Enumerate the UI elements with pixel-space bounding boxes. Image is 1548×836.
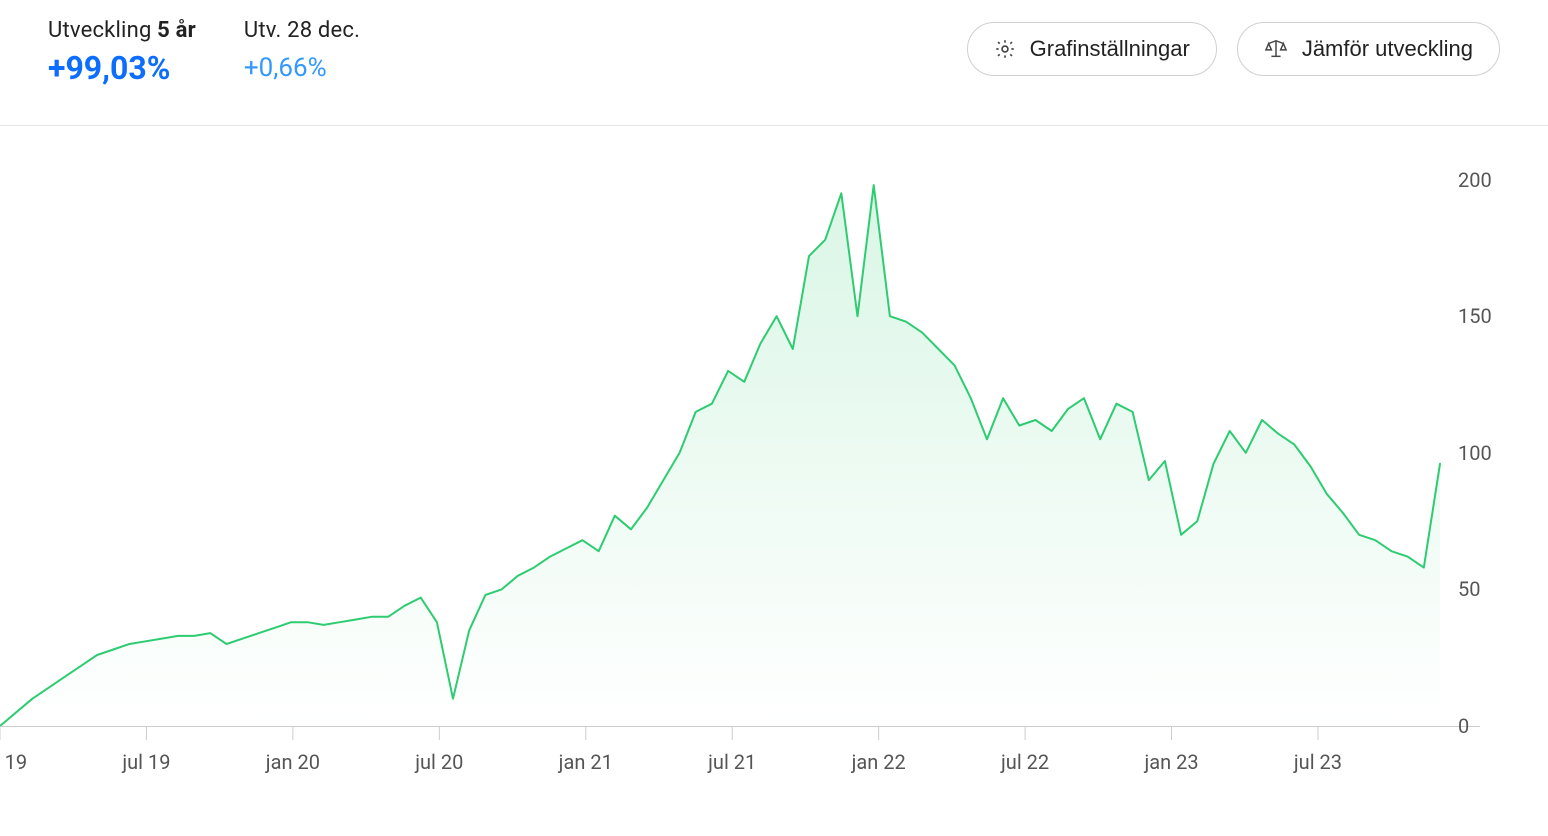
stat-day: Utv. 28 dec. +0,66%: [244, 18, 360, 83]
x-axis-label: jan 19: [0, 750, 27, 774]
y-axis-label: 100: [1458, 441, 1492, 465]
x-axis-label: jan 21: [559, 750, 613, 774]
chart-svg: [0, 126, 1548, 836]
stat-day-label: Utv. 28 dec.: [244, 18, 360, 43]
compare-button[interactable]: Jämför utveckling: [1237, 22, 1500, 76]
stat-5yr-bold: 5 år: [157, 18, 196, 43]
y-axis-label: 0: [1458, 714, 1469, 738]
stat-5yr: Utveckling 5 år +99,03%: [48, 18, 196, 87]
y-axis-label: 150: [1458, 304, 1492, 328]
y-axis-label: 200: [1458, 168, 1492, 192]
header-buttons: Grafinställningar Jämför utveckling: [967, 22, 1500, 76]
x-axis-label: jul 21: [708, 750, 756, 774]
x-axis-label: jan 23: [1144, 750, 1198, 774]
stat-5yr-label: Utveckling 5 år: [48, 18, 196, 43]
stat-5yr-value: +99,03%: [48, 49, 196, 87]
chart-settings-button[interactable]: Grafinställningar: [967, 22, 1217, 76]
gear-icon: [994, 38, 1016, 60]
x-axis-label: jul 22: [1001, 750, 1049, 774]
compare-label: Jämför utveckling: [1302, 36, 1473, 62]
x-axis-label: jul 20: [415, 750, 463, 774]
price-chart[interactable]: 0 50 100 150 200 jan 19 jul 19 jan 20 jul 20 jan …: [0, 126, 1548, 836]
scales-icon: [1264, 38, 1288, 60]
x-axis-label: jan 22: [852, 750, 906, 774]
stat-day-value: +0,66%: [244, 53, 360, 83]
x-axis-label: jan 20: [266, 750, 320, 774]
chart-header: Utveckling 5 år +99,03% Utv. 28 dec. +0,…: [0, 0, 1548, 126]
chart-settings-label: Grafinställningar: [1030, 36, 1190, 62]
y-axis-label: 50: [1458, 577, 1480, 601]
stat-5yr-prefix: Utveckling: [48, 18, 157, 43]
x-axis-label: jul 19: [122, 750, 170, 774]
x-axis-label: jul 23: [1294, 750, 1342, 774]
